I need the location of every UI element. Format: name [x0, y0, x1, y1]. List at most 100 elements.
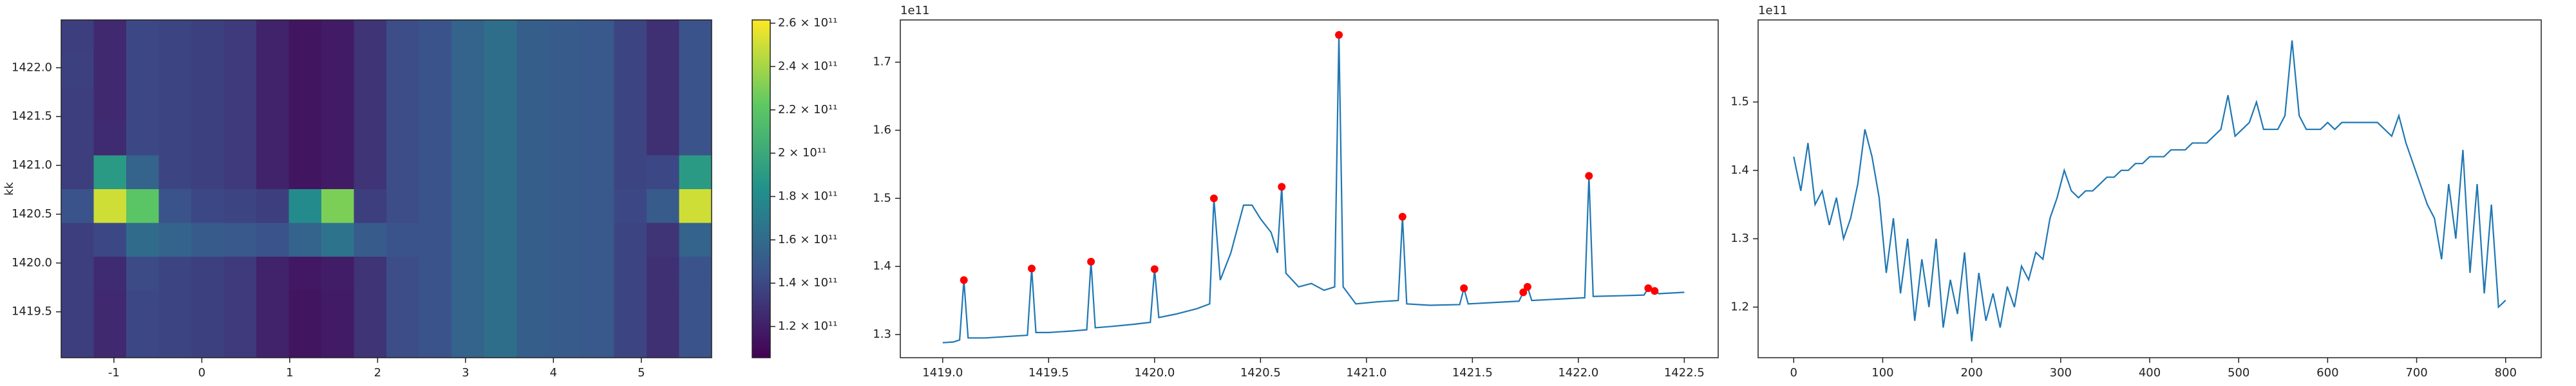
heatmap-cell: [679, 188, 712, 223]
x-tick-label: 300: [2050, 366, 2072, 380]
heatmap-cell: [386, 188, 419, 223]
heatmap-cell: [516, 290, 549, 324]
heatmap-cell: [256, 324, 289, 358]
heatmap-cell: [614, 20, 647, 54]
x-tick-label: 700: [2405, 366, 2427, 380]
heatmap-cell: [321, 53, 354, 88]
heatmap-cell: [289, 223, 322, 257]
peak-marker: [1585, 172, 1593, 180]
x-tick-label: 100: [1871, 366, 1893, 380]
heatmap-cell: [289, 20, 322, 54]
x-tick-label: 1421.5: [1452, 366, 1493, 380]
peak-marker: [1027, 264, 1036, 273]
heatmap-cell: [321, 290, 354, 324]
heatmap-cell: [614, 256, 647, 291]
heatmap-cell: [191, 53, 224, 88]
heatmap-cell: [419, 53, 452, 88]
heatmap-cell: [386, 87, 419, 122]
heatmap-cell: [256, 53, 289, 88]
heatmap-cell: [126, 155, 159, 189]
y-tick-label: 1.5: [1730, 95, 1749, 109]
heatmap-cell: [419, 290, 452, 324]
heatmap-cell: [223, 256, 257, 291]
heatmap-cell: [61, 290, 94, 324]
x-tick-label: 1419.5: [1028, 366, 1069, 380]
heatmap-cell: [191, 87, 224, 122]
y-tick-label: 1421.0: [12, 158, 52, 172]
heatmap-cell: [647, 223, 679, 257]
heatmap-cell: [191, 155, 224, 189]
heatmap-cell: [61, 20, 94, 54]
heatmap-cell: [223, 290, 257, 324]
heatmap-cell: [61, 155, 94, 189]
heatmap-cell: [647, 155, 679, 189]
x-tick-label: 1420.5: [1240, 366, 1281, 380]
heatmap-cell: [679, 155, 712, 189]
heatmap-cell: [386, 121, 419, 156]
x-tick-label: 1419.0: [922, 366, 963, 380]
heatmap-cell: [354, 256, 387, 291]
heatmap-cell: [386, 223, 419, 257]
heatmap-cell: [126, 188, 159, 223]
heatmap-cell: [191, 256, 224, 291]
heatmap-cell: [354, 188, 387, 223]
heatmap-cell: [386, 324, 419, 358]
heatmap-cell: [582, 87, 614, 122]
peak-marker: [1278, 183, 1286, 191]
heatmap-cell: [289, 256, 322, 291]
heatmap-cell: [223, 87, 257, 122]
heatmap-cell: [419, 324, 452, 358]
heatmap-cell: [386, 53, 419, 88]
axes-frame: [900, 19, 1719, 358]
heatmap-cell: [451, 256, 484, 291]
heatmap-cell: [158, 53, 192, 88]
heatmap-cell: [451, 324, 484, 358]
heatmap-cell: [614, 290, 647, 324]
heatmap-cell: [549, 188, 582, 223]
heatmap-cell: [614, 188, 647, 223]
heatmap-cell: [321, 121, 354, 156]
heatmap-cell: [549, 87, 582, 122]
heatmap-cell: [223, 121, 257, 156]
heatmap-cell: [126, 324, 159, 358]
heatmap-cell: [158, 20, 192, 54]
peak-marker: [1209, 194, 1218, 203]
heatmap-cell: [354, 223, 387, 257]
colorbar-tick-label: 1.6 × 10¹¹: [778, 233, 838, 246]
peak-marker: [1519, 288, 1528, 297]
heatmap-cell: [582, 256, 614, 291]
heatmap-cell: [679, 223, 712, 257]
heatmap-cell: [289, 87, 322, 122]
heatmap-cell: [451, 290, 484, 324]
heatmap-cell: [61, 188, 94, 223]
heatmap-cell: [191, 223, 224, 257]
heatmap-cell: [549, 223, 582, 257]
peak-marker: [1460, 284, 1468, 293]
heatmap-cell: [516, 188, 549, 223]
heatmap-cell: [419, 188, 452, 223]
heatmap-cell: [419, 223, 452, 257]
colorbar-tick-label: 1.8 × 10¹¹: [778, 189, 838, 203]
heatmap-cell: [354, 155, 387, 189]
heatmap-cell: [451, 20, 484, 54]
heatmap-cell: [614, 155, 647, 189]
heatmap-cell: [516, 121, 549, 156]
heatmap-cell: [386, 155, 419, 189]
heatmap-cell: [158, 155, 192, 189]
heatmap-cell: [256, 121, 289, 156]
heatmap-cell: [451, 53, 484, 88]
heatmap-cell: [158, 223, 192, 257]
heatmap-cell: [191, 324, 224, 358]
x-tick-label: 1420.0: [1134, 366, 1175, 380]
heatmap-cell: [516, 53, 549, 88]
y-tick-label: 1420.0: [12, 256, 52, 270]
x-tick-label: 1: [286, 366, 293, 380]
peak-marker: [1150, 265, 1159, 273]
heatmap-cell: [158, 87, 192, 122]
heatmap-cell: [679, 20, 712, 54]
heatmap-cell: [516, 20, 549, 54]
heatmap-cell: [451, 155, 484, 189]
x-tick-label: 400: [2139, 366, 2161, 380]
x-tick-label: 1422.5: [1664, 366, 1705, 380]
heatmap-cell: [516, 324, 549, 358]
